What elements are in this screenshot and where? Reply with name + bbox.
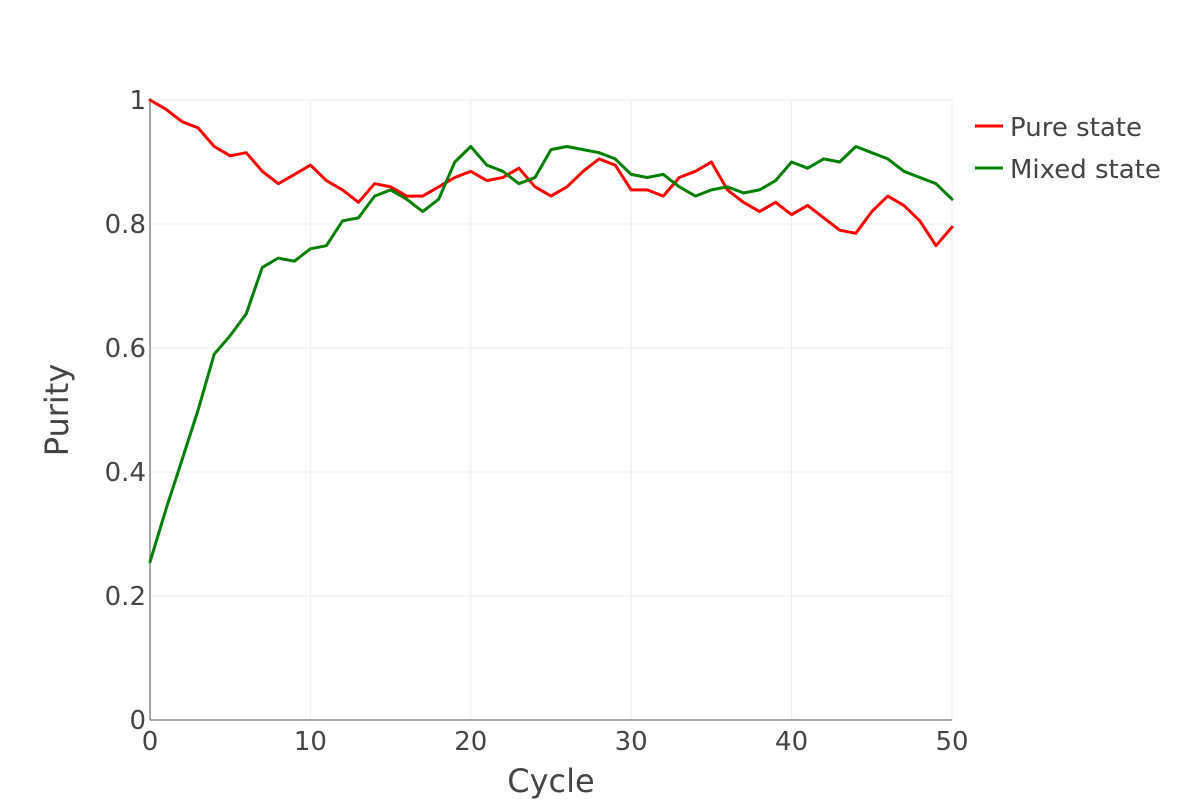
x-tick-label: 20 <box>454 727 487 757</box>
y-tick-label: 0 <box>129 706 146 736</box>
y-tick-label: 0.2 <box>105 582 146 612</box>
tick-labels: 00.20.40.60.810 10 20 30 40 50 <box>105 86 969 757</box>
x-tick-label: 40 <box>775 727 808 757</box>
legend-label-pure-state: Pure state <box>1010 113 1142 143</box>
y-tick-label: 0.4 <box>105 458 146 488</box>
x-axis-title: Cycle <box>507 762 594 800</box>
legend-label-mixed-state: Mixed state <box>1010 155 1161 185</box>
series-line-pure-state <box>148 98 954 248</box>
grid <box>150 99 953 720</box>
series-line-mixed-state <box>148 145 954 564</box>
axes <box>149 100 952 721</box>
y-axis-title: Purity <box>38 364 76 457</box>
y-tick-label: 0.8 <box>105 210 146 240</box>
x-tick-label: 0 <box>142 727 159 757</box>
legend-item-mixed-state[interactable]: Mixed state <box>975 155 1161 185</box>
x-tick-label: 10 <box>294 727 327 757</box>
x-tick-label: 50 <box>935 727 968 757</box>
legend-item-pure-state[interactable]: Pure state <box>975 113 1142 143</box>
y-tick-label: 1 <box>129 86 146 116</box>
y-tick-label: 0.6 <box>105 334 146 364</box>
legend[interactable]: Pure state Mixed state <box>975 113 1161 185</box>
series-layer <box>148 98 954 564</box>
x-tick-label: 30 <box>615 727 648 757</box>
